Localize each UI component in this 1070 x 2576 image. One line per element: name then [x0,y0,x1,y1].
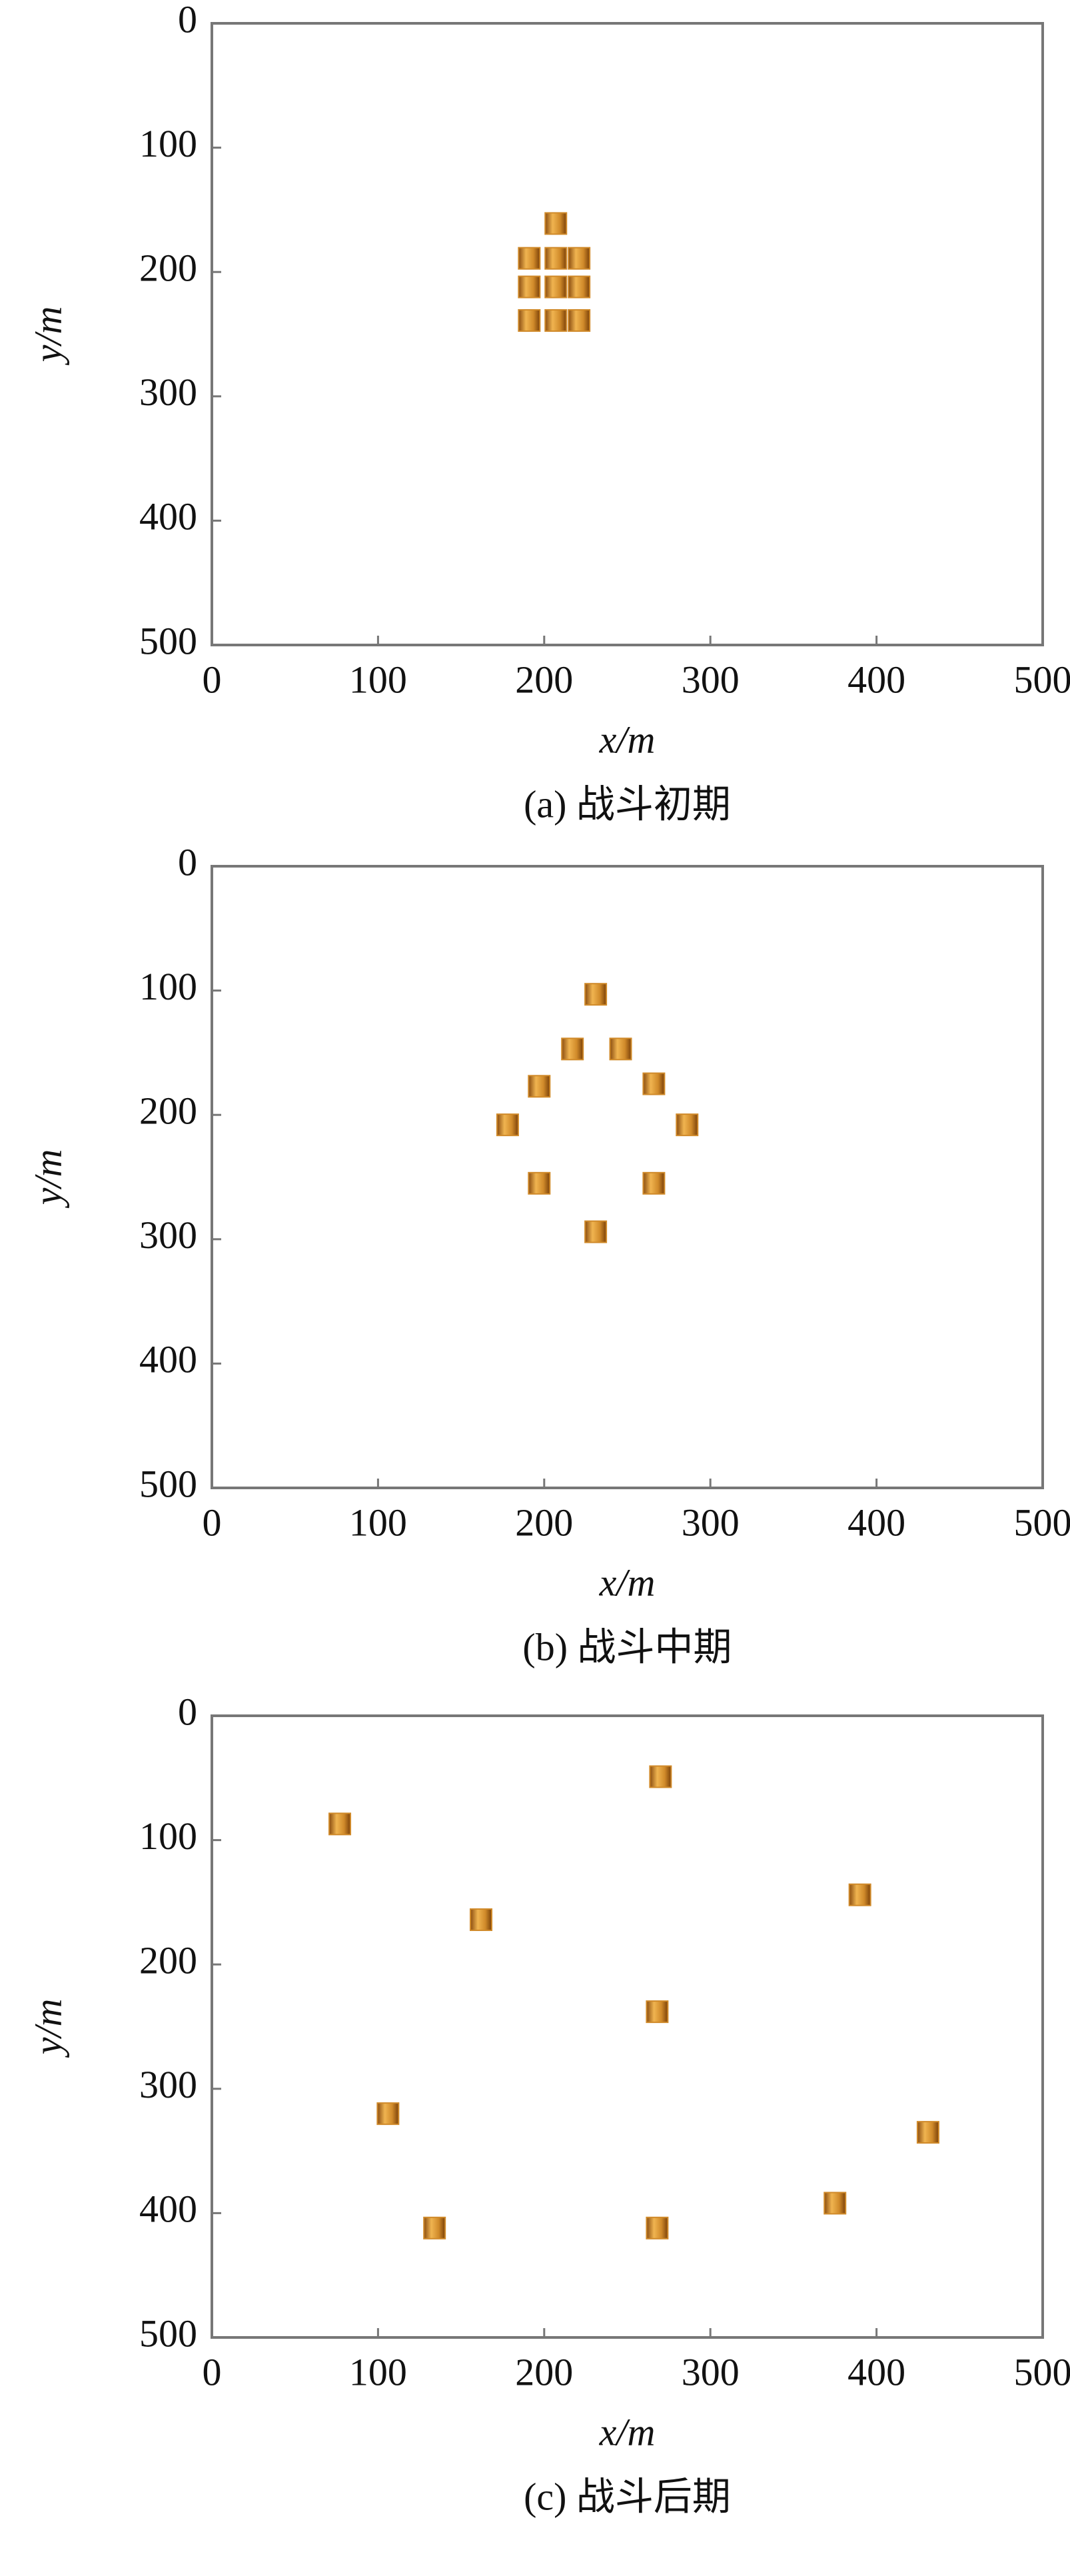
y-tick-label: 100 [139,1814,197,1858]
unit-marker [544,275,568,299]
unit-marker [646,2216,669,2240]
y-tick-label: 200 [139,1939,197,1982]
x-tick-label: 400 [847,658,905,701]
unit-marker [544,309,568,332]
x-tick-label: 0 [203,2350,222,2393]
x-tick-label: 400 [847,2350,905,2393]
unit-marker [470,1908,493,1932]
y-axis-label: y/m [26,1999,69,2058]
y-tick-label: 500 [139,1462,197,1505]
unit-marker [609,1037,632,1061]
x-axis-label: x/m [599,718,656,761]
unit-marker [328,1812,352,1836]
y-tick-label: 500 [139,619,197,662]
y-tick-label: 300 [139,1213,197,1257]
unit-marker [528,1171,551,1195]
unit-marker [642,1171,666,1195]
unit-marker [584,1220,608,1243]
x-tick-label: 300 [682,1501,740,1544]
y-tick-label: 500 [139,2311,197,2355]
y-tick-label: 0 [178,840,197,884]
y-tick-label: 400 [139,2188,197,2231]
caption: (c) 战斗后期 [524,2475,731,2518]
unit-marker [423,2216,446,2240]
x-tick-label: 500 [1014,658,1070,701]
unit-marker [561,1037,584,1061]
y-tick-label: 400 [139,1338,197,1381]
y-tick-label: 300 [139,370,197,414]
unit-marker [518,309,541,332]
caption: (b) 战斗中期 [522,1625,732,1668]
caption: (a) 战斗初期 [524,782,731,826]
unit-marker [518,247,541,270]
x-tick-label: 200 [515,658,573,701]
unit-marker [642,1072,666,1095]
x-tick-label: 200 [515,1501,573,1544]
y-tick-label: 200 [139,1089,197,1133]
unit-marker [518,275,541,299]
unit-marker [823,2192,847,2215]
plot-frame [211,22,1044,646]
unit-marker [676,1113,699,1137]
unit-marker [568,309,591,332]
y-tick-label: 100 [139,965,197,1008]
x-tick-label: 300 [682,658,740,701]
x-tick-label: 100 [349,2350,407,2393]
unit-marker [376,2102,400,2126]
plot-frame [211,865,1044,1489]
x-tick-label: 200 [515,2350,573,2393]
y-tick-label: 100 [139,122,197,165]
unit-marker [568,275,591,299]
y-tick-label: 300 [139,2063,197,2106]
plot-frame [211,1714,1044,2339]
x-tick-label: 100 [349,1501,407,1544]
y-axis-label: y/m [26,307,69,366]
unit-marker [544,212,568,235]
y-axis-label: y/m [26,1149,69,1209]
x-axis-label: x/m [599,1561,656,1604]
x-tick-label: 300 [682,2350,740,2393]
unit-marker [848,1883,871,1906]
unit-marker [584,983,608,1006]
y-tick-label: 400 [139,495,197,538]
unit-marker [916,2121,939,2144]
unit-marker [496,1113,519,1137]
unit-marker [528,1075,551,1098]
y-tick-label: 200 [139,247,197,290]
x-tick-label: 0 [203,658,222,701]
x-tick-label: 500 [1014,1501,1070,1544]
x-tick-label: 100 [349,658,407,701]
x-tick-label: 400 [847,1501,905,1544]
unit-marker [646,2000,669,2024]
unit-marker [568,247,591,270]
x-tick-label: 0 [203,1501,222,1544]
x-tick-label: 500 [1014,2350,1070,2393]
unit-marker [649,1765,672,1788]
y-tick-label: 0 [178,1690,197,1733]
unit-marker [544,247,568,270]
x-axis-label: x/m [599,2410,656,2453]
y-tick-label: 0 [178,0,197,41]
